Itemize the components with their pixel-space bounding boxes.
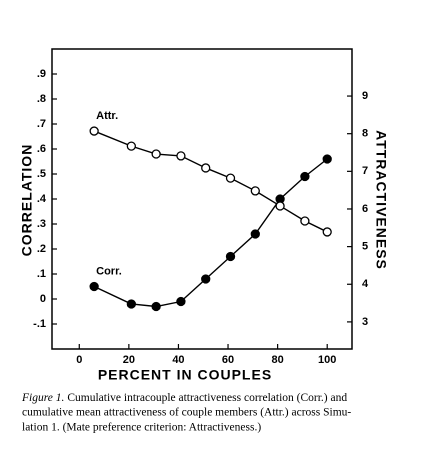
- data-point: [126, 141, 136, 151]
- y2-tick-label: 8: [362, 128, 368, 140]
- data-point: [322, 154, 332, 164]
- x-axis-label: PERCENT IN COUPLES: [98, 367, 272, 383]
- series-line: [93, 158, 328, 308]
- y-tick-label: .5: [37, 168, 46, 180]
- data-point: [225, 251, 236, 262]
- x-tick-label: 100: [318, 354, 336, 366]
- y-axis-label: CORRELATION: [19, 144, 35, 257]
- data-point: [176, 296, 186, 307]
- y2-tick-label: 9: [362, 90, 368, 102]
- data-point: [201, 274, 211, 284]
- y2-tick-label: 5: [362, 241, 368, 253]
- data-point: [201, 163, 211, 173]
- caption-line: cumulative mean attractiveness of couple…: [22, 407, 351, 419]
- y2-tick-label: 7: [362, 165, 368, 177]
- y-tick-label: .7: [37, 118, 46, 130]
- data-point: [151, 149, 161, 159]
- plot-frame: [51, 48, 353, 350]
- data-point: [275, 201, 285, 211]
- y2-tick-label: 6: [362, 203, 368, 215]
- y2-tick-label: 4: [362, 278, 369, 290]
- series-label: Corr.: [96, 265, 122, 277]
- data-point: [126, 299, 136, 309]
- y-tick-label: 0: [40, 293, 46, 305]
- y-tick-label: .1: [37, 268, 46, 280]
- y-tick-label: .6: [37, 143, 46, 155]
- x-tick-label: 0: [76, 354, 82, 366]
- caption-label: Figure 1.: [21, 392, 64, 404]
- y-tick-label: .3: [37, 218, 46, 230]
- y2-axis-label: ATTRACTIVENESS: [373, 130, 389, 270]
- caption: Figure 1. Cumulative intracouple attracti…: [21, 392, 347, 404]
- x-tick-label: 80: [271, 354, 283, 366]
- data-point: [250, 186, 260, 196]
- series-line: [93, 130, 328, 233]
- y-tick-label: .8: [37, 93, 46, 105]
- y-tick-label: .4: [37, 193, 47, 205]
- data-point: [89, 281, 99, 292]
- data-point: [300, 171, 310, 182]
- data-point: [89, 126, 99, 136]
- x-tick-label: 60: [222, 354, 234, 366]
- y-tick-label: -.1: [33, 318, 46, 330]
- data-point: [225, 173, 236, 183]
- data-point: [176, 151, 186, 161]
- series-label: Attr.: [96, 110, 118, 122]
- data-point: [322, 227, 332, 237]
- y-tick-label: .2: [37, 243, 46, 255]
- data-point: [300, 216, 310, 226]
- y-tick-label: .9: [37, 68, 46, 80]
- data-point: [151, 301, 161, 312]
- caption-line: Cumulative intracouple attractiveness co…: [67, 392, 347, 404]
- data-point: [250, 229, 260, 239]
- x-tick-label: 40: [172, 354, 184, 366]
- caption-line: lation 1. (Mate preference criterion: At…: [22, 422, 261, 434]
- y2-tick-label: 3: [362, 316, 368, 328]
- x-tick-label: 20: [123, 354, 135, 366]
